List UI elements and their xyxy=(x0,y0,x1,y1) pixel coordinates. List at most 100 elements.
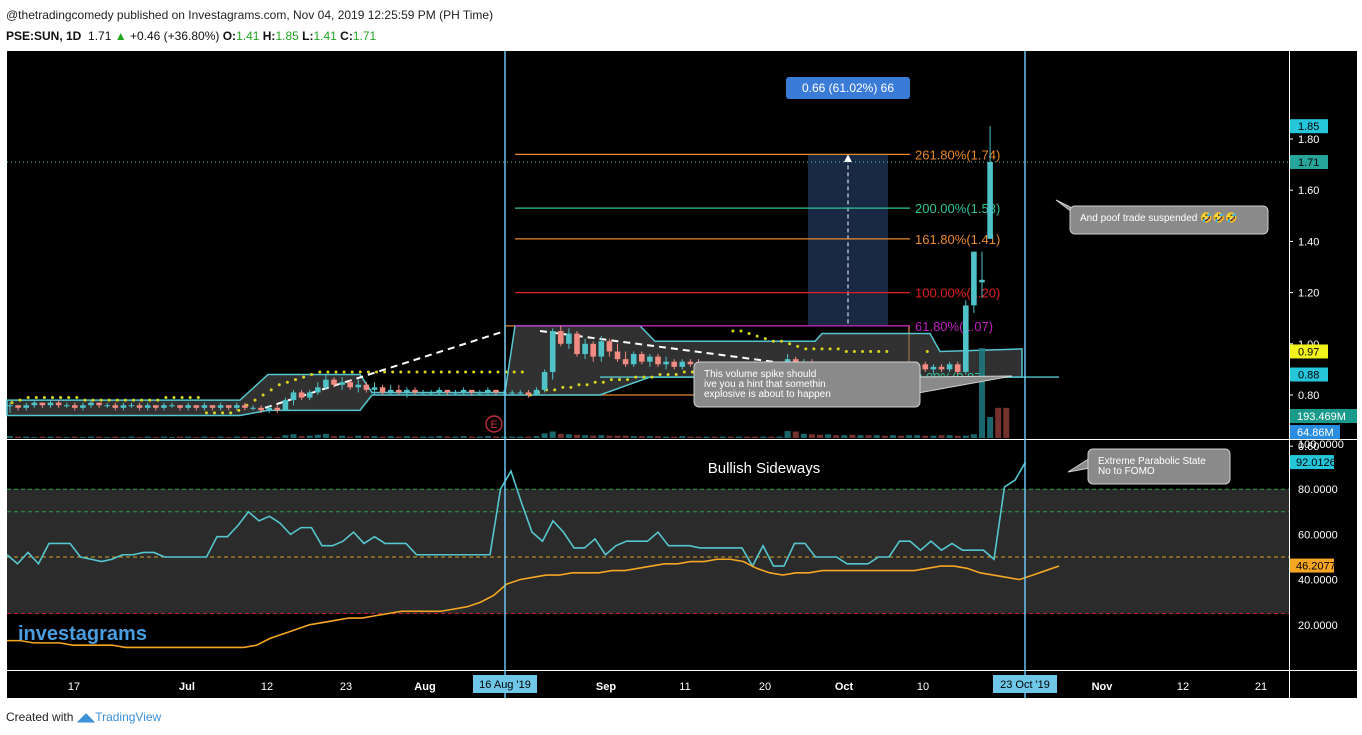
volume-bar xyxy=(55,436,62,438)
sar-dot xyxy=(156,398,160,402)
time-tick-label: 10 xyxy=(917,681,929,693)
volume-bar xyxy=(201,436,208,438)
volume-bar xyxy=(946,435,953,438)
candle-body xyxy=(193,405,200,408)
volume-bar xyxy=(817,434,823,438)
rsi-pane[interactable]: Bullish Sideways xyxy=(6,460,1289,649)
candle-body xyxy=(282,400,289,411)
rsi-title: Bullish Sideways xyxy=(708,460,821,477)
volume-bar xyxy=(298,436,305,438)
fib-label: 100.00%(1.20) xyxy=(915,286,1000,301)
sar-dot xyxy=(294,378,297,382)
sar-dot xyxy=(666,373,670,377)
rsi-band xyxy=(7,489,1289,614)
sar-dot xyxy=(780,339,783,343)
volume-bar xyxy=(646,436,653,438)
sar-dot xyxy=(277,383,281,387)
volume-bar xyxy=(177,436,184,438)
candle-body xyxy=(169,405,175,407)
volume-bar xyxy=(428,436,435,438)
sar-dot xyxy=(869,349,873,353)
sar-dot xyxy=(488,370,492,374)
price-badge xyxy=(1290,367,1328,382)
volume-bar xyxy=(792,431,799,438)
up-arrow-icon: ▲ xyxy=(114,29,127,43)
sar-dot xyxy=(18,398,22,402)
event-marker-label: E xyxy=(490,419,497,431)
tradingview-logo-icon: ◢◣ xyxy=(76,710,96,724)
sar-dot xyxy=(75,396,79,400)
volume-bar xyxy=(638,436,645,438)
volume-bar xyxy=(760,436,767,438)
volume-bar xyxy=(258,436,265,438)
sar-dot xyxy=(253,398,257,402)
callout-box xyxy=(1087,448,1231,485)
volume-bar xyxy=(914,435,921,438)
time-tick-label: 21 xyxy=(1255,681,1267,693)
volume-bar xyxy=(250,437,256,438)
sar-dot xyxy=(609,378,613,382)
callout-text: This volume spike should xyxy=(704,369,816,380)
volume-bar xyxy=(987,417,994,438)
volume-bar xyxy=(403,436,410,438)
time-badge xyxy=(473,675,537,693)
candle-body xyxy=(234,405,240,408)
volume-bar xyxy=(322,433,329,438)
sar-dot xyxy=(326,370,330,374)
volume-bar xyxy=(703,436,710,438)
volume-bar xyxy=(185,436,192,438)
trend-line xyxy=(264,330,506,409)
volume-bar xyxy=(47,436,54,438)
volume-bar xyxy=(152,437,159,438)
candle-body xyxy=(55,402,62,406)
volume-bar xyxy=(420,436,427,438)
candle-body xyxy=(23,405,29,408)
volume-badge xyxy=(1290,409,1357,423)
volume-bar xyxy=(979,348,985,438)
time-badge-label: 16 Aug '19 xyxy=(479,679,531,691)
sar-dot xyxy=(148,398,152,402)
volume-bar xyxy=(209,437,216,438)
candle-body xyxy=(566,333,572,344)
volume-bar xyxy=(841,435,848,438)
candle-body xyxy=(266,407,272,411)
volume-bar xyxy=(995,407,1002,438)
rsi-ma-label: 46.2077 xyxy=(1296,561,1336,573)
candle-body xyxy=(485,389,491,393)
candle-body xyxy=(153,405,159,408)
time-badge xyxy=(993,675,1057,693)
sar-dot xyxy=(520,370,524,374)
time-tick-label: Jul xyxy=(179,681,195,693)
volume-bar xyxy=(954,435,961,438)
volume-bar xyxy=(136,437,143,438)
sar-dot xyxy=(67,396,71,400)
candle-body xyxy=(971,251,977,306)
volume-bar xyxy=(7,436,13,438)
candle-body xyxy=(493,389,499,393)
sar-dot xyxy=(342,370,346,374)
candle-body xyxy=(460,389,467,393)
sar-dot xyxy=(496,370,500,374)
volume-bar xyxy=(355,435,362,438)
sar-dot xyxy=(650,375,654,379)
volume-bar xyxy=(598,435,605,438)
fib-label: 261.80%(1.74) xyxy=(915,147,1000,162)
sar-dot xyxy=(34,396,38,400)
axes: 0.600.801.001.201.401.601.801.851.710.97… xyxy=(7,51,1357,698)
candle-body xyxy=(549,331,556,372)
price-tick-label: 1.60 xyxy=(1298,185,1319,197)
candle-body xyxy=(922,364,929,370)
volume-bar xyxy=(371,436,378,438)
tradingview-link[interactable]: TradingView xyxy=(95,710,162,724)
volume-bar xyxy=(938,435,945,438)
sar-dot xyxy=(261,393,265,397)
volume-bar xyxy=(922,435,929,438)
rsi-tick-label: 100.0000 xyxy=(1298,439,1344,451)
volume-bar xyxy=(800,433,807,438)
candle-body xyxy=(468,389,475,393)
volume-bar xyxy=(476,436,483,438)
price-badge-label: 1.71 xyxy=(1298,157,1319,169)
volume-bar xyxy=(460,436,467,438)
